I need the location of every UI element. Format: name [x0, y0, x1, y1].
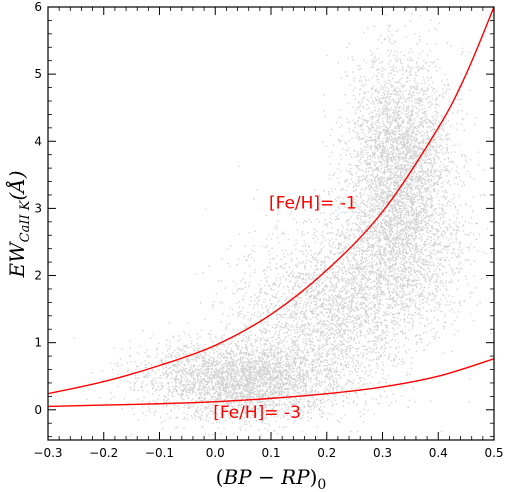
y-axis-label-main: EW: [5, 241, 29, 279]
tick-labels: −0.3 −0.2 −0.1 0.0 0.1 0.2 0.3 0.4 0.5 0 1 2 3 4 5 6: [33, 0, 503, 460]
curve-label-2: [Fe/H]= -3: [213, 403, 301, 423]
y-tick-label: 5: [34, 67, 42, 81]
curve-feh-2: [48, 358, 494, 408]
x-tick-label: −0.2: [89, 446, 118, 460]
x-axis-label-op: −: [252, 465, 281, 489]
x-axis-label-sub: 0: [317, 477, 326, 492]
y-axis-label: EWCaII K(Å): [4, 170, 33, 278]
y-tick-label: 6: [34, 0, 42, 14]
scatter-point-cloud: [73, 7, 493, 440]
y-tick-label: 0: [34, 403, 42, 417]
x-axis-label-open: (: [216, 465, 224, 489]
y-tick-label: 3: [34, 201, 42, 215]
curve-annotations: [Fe/H]= -1 [Fe/H]= -3: [213, 193, 356, 422]
x-tick-label: 0.1: [261, 446, 280, 460]
x-tick-label: 0.4: [429, 446, 448, 460]
x-axis-label-rp: RP: [280, 465, 310, 489]
curve-feh-1: [48, 7, 494, 395]
x-tick-label: 0.3: [373, 446, 392, 460]
x-tick-label: 0.2: [317, 446, 336, 460]
y-axis-label-sub: CaII K: [18, 199, 33, 242]
y-tick-label: 4: [34, 134, 42, 148]
x-tick-label: −0.3: [33, 446, 62, 460]
x-axis-label: (BP − RP)0: [216, 465, 327, 492]
y-axis-label-unit: (Å): [4, 170, 29, 200]
y-tick-label: 1: [34, 336, 42, 350]
y-tick-label: 2: [34, 269, 42, 283]
x-axis-label-close: ): [310, 465, 318, 489]
x-tick-label: 0.5: [484, 446, 503, 460]
curve-label-1: [Fe/H]= -1: [269, 193, 357, 213]
x-tick-label: −0.1: [145, 446, 174, 460]
x-axis-label-bp: BP: [222, 465, 252, 489]
scatter-points: [73, 7, 493, 440]
model-curves: [48, 7, 494, 408]
x-tick-label: 0.0: [206, 446, 225, 460]
plot-frame: [47, 6, 495, 441]
